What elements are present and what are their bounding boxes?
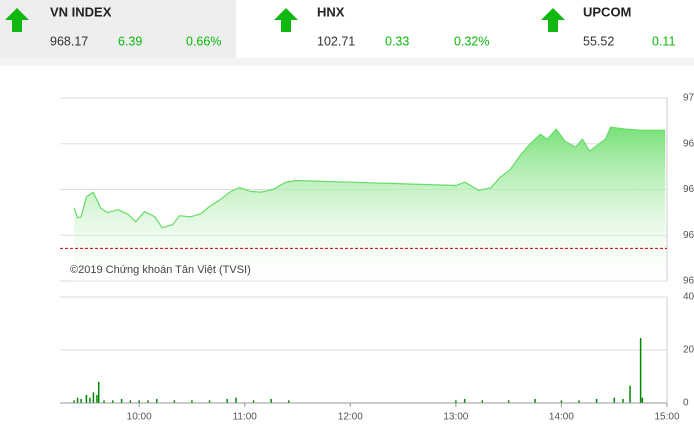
ticker-shadow (0, 58, 694, 66)
up-arrow (274, 8, 298, 32)
volume-bar (76, 397, 79, 403)
volume-bar (481, 400, 484, 403)
x-tick-label: 13:00 (443, 412, 468, 423)
volume-bar (287, 400, 290, 403)
ticker-name: HNX (317, 4, 345, 19)
volume-bar (97, 381, 100, 403)
volume-bar (639, 338, 642, 403)
x-tick-label: 12:00 (338, 412, 363, 423)
volume-bar (629, 385, 631, 403)
y-tick-label: 0 (683, 398, 689, 409)
volume-bar (252, 400, 255, 403)
x-tick-label: 11:00 (233, 412, 258, 423)
volume-bar (120, 399, 123, 403)
volume-bar (103, 400, 105, 403)
up-arrow (5, 8, 29, 32)
volume-bar (613, 397, 615, 403)
ticker-change: 6.39 (118, 34, 142, 48)
y-tick-label: 97 (683, 93, 694, 104)
ticker-percent: 0.32% (454, 34, 489, 48)
copyright: ©2019 Chứng khoán Tân Việt (TVSI) (70, 264, 251, 276)
y-tick-label: 40 (683, 292, 694, 303)
ticker-value: 102.71 (317, 34, 355, 48)
volume-bar (235, 397, 237, 403)
ticker[interactable]: UPCOM 55.52 0.11 (541, 4, 675, 48)
volume-bar (191, 400, 193, 403)
volume-bar (89, 397, 91, 403)
ticker-change: 0.33 (385, 34, 409, 48)
volume-bar (595, 399, 598, 403)
volume-bar (173, 400, 176, 403)
volume-bar (73, 400, 75, 403)
y-tick-label: 96 (683, 138, 694, 149)
volume-bar (534, 399, 536, 403)
volume-bar (226, 399, 228, 403)
volume-bar (507, 400, 510, 403)
volume-bar (578, 400, 580, 403)
volume-bar (622, 399, 624, 403)
y-tick-label: 96 (683, 230, 694, 241)
volume-bar (112, 400, 114, 403)
y-tick-label: 20 (683, 345, 694, 356)
ticker[interactable]: VN INDEX 968.17 6.39 0.66% (5, 4, 221, 48)
x-tick-label: 10:00 (127, 412, 152, 423)
area-fill (74, 127, 666, 281)
price-line (73, 126, 666, 229)
volume-bar (455, 400, 457, 403)
volume-bar (270, 399, 272, 403)
volume-bar (463, 399, 466, 403)
x-tick-label: 15:00 (654, 412, 679, 423)
ticker-value: 55.52 (583, 34, 614, 48)
volume-bar (641, 397, 644, 403)
volume-bar (129, 400, 132, 403)
volume-bar (92, 392, 95, 403)
volume-bar (80, 399, 82, 403)
volume-bar (156, 399, 158, 403)
up-arrow (541, 8, 565, 32)
ticker-active-bg (0, 0, 236, 58)
volume-bar (138, 400, 140, 403)
ticker-name: UPCOM (583, 4, 631, 19)
volume-bar (147, 400, 149, 403)
ticker-value: 968.17 (50, 34, 88, 48)
y-tick-label: 96 (683, 276, 694, 287)
volume-bar (96, 395, 98, 403)
x-tick-label: 14:00 (549, 412, 574, 423)
volume-bar (208, 400, 211, 403)
volume-bar (560, 400, 563, 403)
ticker-percent: 0.66% (186, 34, 221, 48)
y-tick-label: 96 (683, 184, 694, 195)
ticker[interactable]: HNX 102.71 0.33 0.32% (274, 4, 489, 48)
ticker-name: VN INDEX (50, 4, 112, 19)
ticker-change: 0.11 (652, 34, 675, 48)
volume-bar (85, 395, 88, 403)
